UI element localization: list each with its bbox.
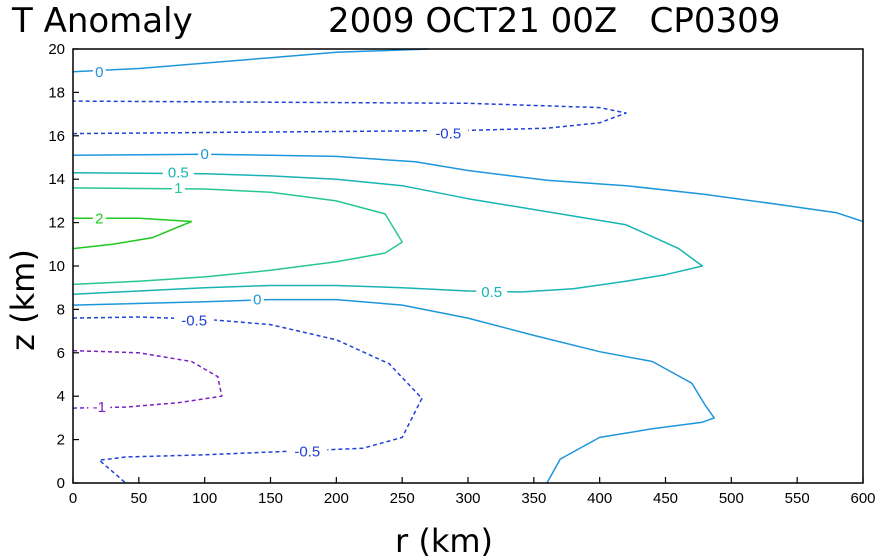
contour-line-c0_low	[72, 298, 715, 484]
y-tick-label: 6	[57, 345, 65, 362]
chart-title-left: T Anomaly	[11, 1, 193, 41]
contour-label: -1	[93, 399, 106, 416]
contour-label-bg	[171, 179, 185, 196]
contour-label-bg	[198, 146, 212, 163]
y-tick-label: 20	[48, 41, 65, 58]
contour-label: 0	[200, 146, 208, 163]
x-tick-label: 300	[455, 490, 480, 507]
y-tick-label: 12	[48, 215, 65, 232]
contour-line-cm05_low	[72, 316, 423, 484]
contour-label-bg	[92, 63, 106, 80]
x-tick-label: 0	[69, 490, 77, 507]
contour-label: -0.5	[435, 126, 461, 143]
y-tick-label: 16	[48, 128, 65, 145]
x-tick-label: 450	[653, 490, 678, 507]
x-tick-label: 250	[390, 490, 415, 507]
contour-label: 0.5	[168, 165, 189, 182]
contour-label-bg	[88, 399, 111, 416]
contour-line-c1	[72, 187, 403, 286]
x-tick-label: 400	[587, 490, 612, 507]
contour-label: 0.5	[481, 284, 502, 301]
contour-label-bg	[250, 291, 264, 308]
x-tick-label: 500	[719, 490, 744, 507]
contour-label-bg	[162, 164, 194, 181]
contour-line-c0_top	[72, 48, 429, 73]
axis-ticks: 0 50 100 150 200 250 300 350 400 450 500 550 6000246…	[48, 41, 875, 507]
x-tick-label: 600	[850, 490, 875, 507]
contour-label: -0.5	[294, 444, 320, 461]
contour-label: 2	[95, 210, 103, 227]
contour-label: 0	[253, 292, 261, 309]
contour-label-bg	[287, 443, 328, 460]
x-tick-label: 350	[521, 490, 546, 507]
contour-label-bg	[174, 312, 215, 329]
contour-label-bg	[428, 125, 469, 142]
y-tick-label: 14	[48, 171, 65, 188]
x-tick-label: 150	[258, 490, 283, 507]
x-tick-label: 200	[324, 490, 349, 507]
y-tick-label: 10	[48, 258, 65, 275]
contour-label: 0	[95, 64, 103, 81]
y-tick-label: 8	[57, 301, 65, 318]
contour-line-c0_mid	[72, 153, 864, 223]
x-tick-label: 100	[192, 490, 217, 507]
contour-label-bg	[476, 284, 508, 301]
contour-line-cm05_upper	[72, 100, 627, 135]
plot-frame	[72, 48, 864, 484]
contour-line-c2	[72, 217, 193, 250]
x-tick-label: 50	[130, 490, 147, 507]
chart-title-right: 2009 OCT21 00Z CP0309	[328, 1, 780, 41]
y-tick-label: 4	[57, 388, 65, 405]
x-axis-label: r (km)	[395, 522, 493, 558]
y-tick-label: 18	[48, 84, 65, 101]
x-tick-label: 550	[785, 490, 810, 507]
contour-line-c05_main	[72, 171, 704, 295]
y-tick-label: 0	[57, 475, 65, 492]
y-axis-label: z (km)	[4, 249, 42, 351]
contour-label: 1	[174, 180, 182, 197]
contour-label: -0.5	[181, 312, 207, 329]
contour-label-bg	[92, 210, 106, 227]
y-tick-label: 2	[57, 432, 65, 449]
